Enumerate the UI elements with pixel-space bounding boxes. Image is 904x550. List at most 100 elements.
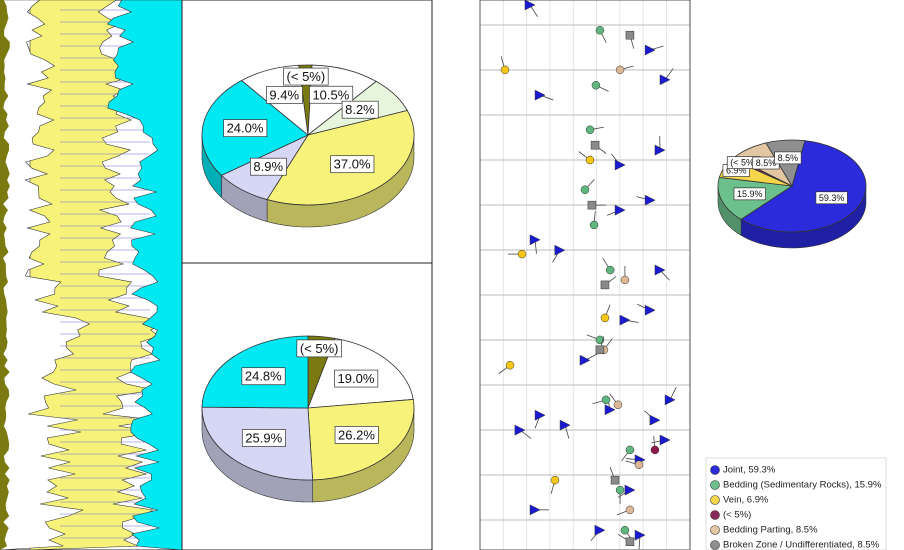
tadpole bbox=[534, 89, 546, 101]
tadpole bbox=[624, 484, 636, 496]
legend-swatch bbox=[710, 465, 720, 475]
tadpole bbox=[654, 144, 666, 156]
tadpole bbox=[600, 313, 610, 323]
tadpole bbox=[659, 434, 671, 446]
legend-label: Bedding (Sedimentary Rocks), 15.9% bbox=[723, 480, 882, 491]
label-box bbox=[330, 155, 375, 174]
tadpole bbox=[534, 409, 546, 421]
pie-label: 9.4% bbox=[269, 87, 299, 102]
tadpole bbox=[625, 537, 635, 546]
pie-label: 19.0% bbox=[338, 371, 375, 386]
tadpole-frame bbox=[479, 0, 691, 550]
pie-label: 10.5% bbox=[312, 87, 349, 102]
tadpole bbox=[644, 44, 656, 56]
tadpole bbox=[587, 200, 597, 210]
label-box bbox=[341, 100, 379, 119]
label-box bbox=[774, 151, 802, 165]
olive-curve bbox=[0, 0, 10, 550]
cyan-curve bbox=[106, 0, 183, 550]
legend-label: Joint, 59.3% bbox=[723, 465, 776, 476]
tadpole bbox=[524, 0, 536, 11]
lithology-fill bbox=[0, 0, 91, 550]
tadpole bbox=[579, 354, 591, 366]
label-box bbox=[266, 86, 303, 104]
tadpole bbox=[615, 485, 625, 495]
tadpole bbox=[500, 65, 510, 75]
pie-label: (< 5%) bbox=[287, 69, 326, 84]
pie-panel bbox=[181, 262, 433, 550]
pie: 59.3%15.9%6.9%(< 5%)8.5%8.5% bbox=[717, 139, 867, 249]
tadpole bbox=[589, 220, 599, 230]
tadpole bbox=[595, 26, 605, 35]
tadpole bbox=[644, 194, 656, 206]
tadpole bbox=[517, 249, 527, 259]
label-box bbox=[296, 339, 342, 358]
pie-label: 37.0% bbox=[334, 157, 371, 172]
tadpole bbox=[604, 404, 616, 416]
tadpole bbox=[591, 81, 601, 90]
label-box bbox=[334, 426, 379, 444]
label-box bbox=[223, 119, 268, 137]
tadpole bbox=[590, 140, 600, 150]
label-box bbox=[250, 157, 287, 176]
pie-label: (< 5%) bbox=[300, 341, 339, 356]
tadpole bbox=[514, 424, 526, 436]
pie-label: (< 5%) bbox=[730, 158, 757, 168]
well-log bbox=[0, 0, 183, 550]
pie-label: 8.9% bbox=[253, 159, 283, 174]
tadpole bbox=[654, 264, 666, 276]
tadpole bbox=[529, 504, 541, 516]
label-box bbox=[241, 367, 286, 386]
pie-label: 8.5% bbox=[778, 153, 799, 163]
pie-label: 26.2% bbox=[338, 427, 375, 442]
tadpole bbox=[529, 234, 541, 246]
legend-swatch bbox=[710, 495, 720, 505]
legend-box bbox=[705, 457, 887, 550]
legend-label: (< 5%) bbox=[723, 510, 751, 521]
tadpole bbox=[625, 30, 635, 40]
pie: (< 5%) 19.0% 26.2% 25.9% 24.8% bbox=[201, 335, 415, 503]
pie-label: 15.9% bbox=[737, 189, 763, 199]
legend-label: Vein, 6.9% bbox=[723, 495, 769, 506]
tadpole bbox=[615, 65, 625, 75]
tadpole bbox=[659, 74, 671, 86]
legend-label: Bedding Parting, 8.5% bbox=[723, 525, 818, 536]
tadpole bbox=[600, 280, 610, 290]
tadpole bbox=[580, 185, 590, 194]
legend-swatch bbox=[710, 510, 720, 520]
pie-label: 8.2% bbox=[345, 102, 375, 117]
label-box bbox=[309, 85, 354, 104]
lithology-fill bbox=[29, 0, 165, 550]
tadpole-plot bbox=[498, 0, 677, 550]
pie: (< 5%) 10.5%8.2% 37.0% 8.9% 24.0% 9.4% bbox=[201, 64, 415, 228]
tadpole bbox=[605, 265, 615, 275]
tadpole bbox=[594, 524, 606, 536]
pie-label: 24.8% bbox=[245, 369, 282, 384]
legend-swatch bbox=[710, 525, 720, 535]
tadpole bbox=[559, 419, 571, 431]
tadpole bbox=[554, 244, 566, 256]
legend-swatch bbox=[710, 540, 720, 550]
tadpole bbox=[619, 314, 631, 326]
tadpole bbox=[634, 529, 646, 541]
tadpole bbox=[625, 505, 635, 515]
tadpole bbox=[585, 125, 595, 135]
tadpole bbox=[614, 159, 626, 171]
tadpole bbox=[613, 400, 623, 410]
tadpole bbox=[625, 445, 635, 455]
label-box bbox=[334, 369, 379, 388]
tadpole bbox=[650, 445, 660, 455]
tadpole bbox=[634, 460, 644, 469]
pie-label: 25.9% bbox=[245, 430, 282, 445]
tadpole bbox=[614, 204, 626, 216]
tadpole bbox=[664, 394, 676, 406]
legend-label: Broken Zone / Undifferentiated, 8.5% bbox=[723, 540, 880, 550]
pie-label: 6.9% bbox=[726, 166, 747, 176]
label-box bbox=[815, 191, 848, 205]
pie-label: 24.0% bbox=[227, 121, 264, 136]
label-box bbox=[283, 67, 329, 86]
pie-slice bbox=[740, 140, 867, 233]
tadpole bbox=[601, 395, 611, 405]
